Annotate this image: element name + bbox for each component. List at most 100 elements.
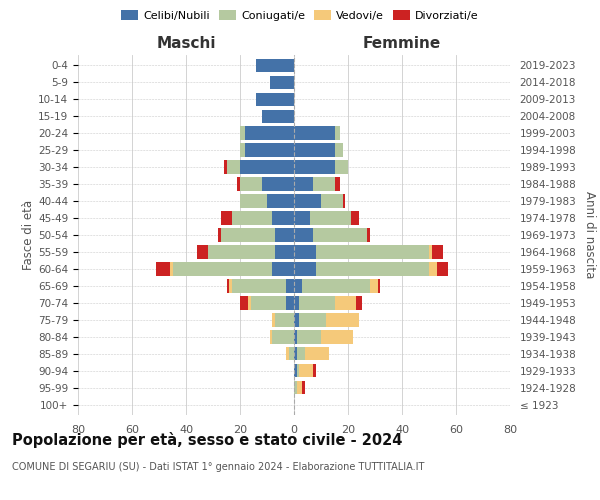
Bar [227,280,294,292]
Bar [262,110,294,123]
Bar [248,296,294,310]
Bar [270,76,294,89]
Bar [208,246,294,258]
Bar [227,160,294,173]
Bar [294,262,429,276]
Bar [240,126,294,140]
Bar [221,228,294,241]
Bar [240,126,294,140]
Bar [294,194,343,207]
Bar [245,126,294,140]
Bar [294,246,432,258]
Bar [270,76,294,89]
Bar [275,246,294,258]
Bar [240,178,294,190]
Bar [294,364,299,378]
Bar [294,364,316,378]
Bar [272,212,294,224]
Bar [294,246,429,258]
Bar [294,160,348,173]
Bar [294,144,335,156]
Bar [294,228,367,241]
Bar [294,178,335,190]
Bar [294,212,310,224]
Bar [294,144,343,156]
Bar [262,178,294,190]
Bar [294,314,359,326]
Bar [256,58,294,72]
Bar [262,110,294,123]
Bar [294,246,443,258]
Bar [272,314,294,326]
Bar [294,296,335,310]
Bar [294,194,346,207]
Bar [294,194,321,207]
Bar [294,381,296,394]
Bar [245,144,294,156]
Bar [294,212,350,224]
Bar [224,160,294,173]
Bar [232,212,294,224]
Bar [294,178,340,190]
Bar [294,262,448,276]
Text: COMUNE DI SEGARIU (SU) - Dati ISTAT 1° gennaio 2024 - Elaborazione TUTTITALIA.IT: COMUNE DI SEGARIU (SU) - Dati ISTAT 1° g… [12,462,424,472]
Bar [256,92,294,106]
Bar [294,364,296,378]
Bar [294,296,356,310]
Bar [294,178,335,190]
Bar [227,160,294,173]
Bar [218,228,294,241]
Bar [240,194,294,207]
Bar [251,296,294,310]
Bar [240,194,294,207]
Bar [294,178,313,190]
Bar [294,296,299,310]
Bar [294,144,343,156]
Bar [294,381,305,394]
Bar [294,126,340,140]
Bar [240,144,294,156]
Bar [294,330,353,344]
Bar [272,330,294,344]
Bar [286,347,294,360]
Bar [229,280,294,292]
Bar [256,58,294,72]
Bar [240,178,294,190]
Bar [294,280,378,292]
Bar [294,160,348,173]
Bar [294,126,340,140]
Bar [240,194,294,207]
Bar [272,314,294,326]
Bar [267,194,294,207]
Bar [270,330,294,344]
Bar [294,381,302,394]
Bar [294,314,359,326]
Bar [156,262,294,276]
Bar [275,228,294,241]
Bar [170,262,294,276]
Bar [294,330,321,344]
Bar [294,347,305,360]
Y-axis label: Anni di nascita: Anni di nascita [583,192,596,278]
Bar [294,246,316,258]
Y-axis label: Fasce di età: Fasce di età [22,200,35,270]
Bar [294,126,340,140]
Bar [294,144,343,156]
Bar [294,212,359,224]
Bar [294,228,313,241]
Bar [294,126,335,140]
Bar [286,280,294,292]
Bar [232,280,294,292]
Bar [256,92,294,106]
Bar [294,296,361,310]
Bar [294,314,299,326]
Bar [294,314,326,326]
Bar [221,228,294,241]
Bar [294,262,437,276]
Bar [173,262,294,276]
Bar [294,160,348,173]
Bar [286,296,294,310]
Bar [197,246,294,258]
Bar [256,92,294,106]
Bar [294,160,335,173]
